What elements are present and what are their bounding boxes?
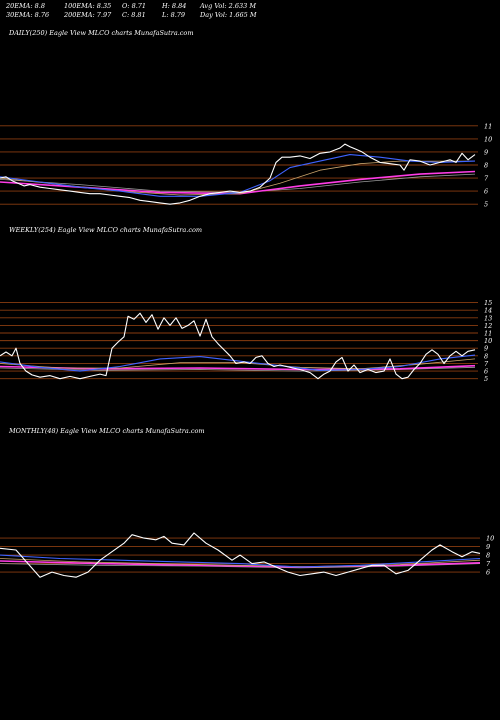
monthly-tick-label: 8 [486,552,490,560]
avg-volume-value: Avg Vol: 2.633 M [200,2,257,10]
daily-tick-label: 5 [484,201,488,209]
daily-ema-200-line [0,173,476,193]
low-value: L: 8.79 [162,11,186,19]
daily-panel-label: DAILY(250) Eagle View MLCO charts Munafa… [9,29,194,37]
weekly-tick-label: 9 [484,345,488,353]
weekly-tick-label: 10 [484,337,492,345]
monthly-ema-fast-line [0,554,481,568]
monthly-tick-label: 10 [486,535,494,543]
weekly-ema-200-line [0,366,476,372]
monthly-price-line [0,532,481,578]
monthly-ema-slow-line [0,560,481,568]
monthly-tick-label: 6 [486,569,490,577]
weekly-ema-fast-line [0,354,476,372]
weekly-tick-label: 14 [484,307,492,315]
weekly-tick-label: 5 [484,375,488,383]
daily-tick-label: 9 [484,148,488,156]
daily-tick-label: 6 [484,188,488,196]
weekly-tick-label: 13 [484,314,492,322]
daily-tick-label: 7 [484,175,489,183]
weekly-ema-slow-line [0,364,476,371]
monthly-tick-label: 9 [486,543,490,551]
ema20-value: 20EMA: 8.8 [6,2,45,10]
high-value: H: 8.84 [162,2,187,10]
ema30-value: 30EMA: 8.76 [6,11,50,19]
weekly-tick-label: 8 [484,352,488,360]
weekly-tick-label: 6 [484,368,488,376]
daily-ema-slow-line [0,170,476,195]
ema200-value: 200EMA: 7.97 [64,11,112,19]
daily-price-line [0,143,476,205]
monthly-ema-mid-line [0,558,481,568]
open-value: O: 8.71 [122,2,147,10]
ema100-value: 100EMA: 8.35 [64,2,112,10]
weekly-price-line [0,312,476,380]
daily-ema-fast-line [0,154,476,197]
daily-tick-label: 11 [484,122,492,130]
weekly-panel-label: WEEKLY(254) Eagle View MLCO charts Munaf… [9,226,203,234]
monthly-panel-label: MONTHLY(48) Eagle View MLCO charts Munaf… [9,427,205,435]
weekly-tick-label: 12 [484,322,492,330]
weekly-tick-label: 7 [484,360,489,368]
weekly-tick-label: 15 [484,299,492,307]
daily-tick-label: 8 [484,162,488,170]
daily-tick-label: 10 [484,135,492,143]
close-value: C: 8.81 [122,11,146,19]
monthly-tick-label: 7 [486,560,491,568]
weekly-tick-label: 11 [484,330,492,338]
day-volume-value: Day Vol: 1.665 M [200,11,257,19]
